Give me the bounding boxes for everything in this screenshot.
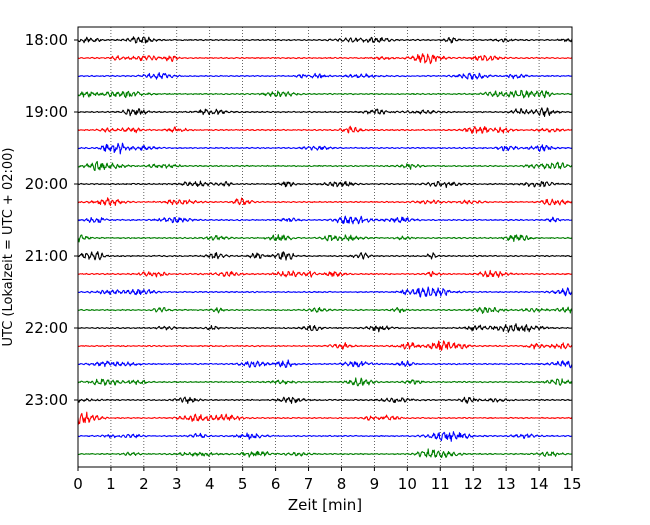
y-tick-layer: 18:00 19:00 20:00 21:00 22:00 23:00 <box>25 31 78 409</box>
x-tick-label: 3 <box>172 475 182 493</box>
x-tick-label: 5 <box>238 475 248 493</box>
trace-2200 <box>77 323 573 333</box>
trace-2215 <box>77 340 573 351</box>
y-tick-label: 22:00 <box>25 319 68 337</box>
trace-2145 <box>77 306 573 314</box>
trace-2300 <box>77 396 573 404</box>
x-tick-label: 10 <box>398 475 417 493</box>
x-tick-label: 6 <box>271 475 281 493</box>
plot-frame <box>77 26 573 468</box>
trace-1930 <box>77 142 573 155</box>
x-tick-label: 2 <box>139 475 149 493</box>
y-tick-label: 19:00 <box>25 103 68 121</box>
trace-2330 <box>77 431 573 442</box>
trace-1800 <box>77 36 573 44</box>
x-tick-label: 8 <box>337 475 347 493</box>
y-tick-label: 20:00 <box>25 175 68 193</box>
x-tick-label: 1 <box>106 475 116 493</box>
trace-layer <box>77 36 573 458</box>
trace-2230 <box>77 359 573 369</box>
trace-2100 <box>77 251 573 261</box>
x-tick-label: 14 <box>530 475 549 493</box>
trace-1815 <box>77 53 573 65</box>
grid-layer <box>110 27 540 467</box>
trace-2345 <box>77 448 573 458</box>
trace-1900 <box>77 107 573 118</box>
trace-1830 <box>77 72 573 80</box>
x-tick-label: 15 <box>562 475 581 493</box>
y-tick-label: 23:00 <box>25 391 68 409</box>
x-tick-label: 11 <box>431 475 450 493</box>
x-tick-label: 4 <box>205 475 215 493</box>
x-tick-label: 9 <box>370 475 380 493</box>
trace-2000 <box>77 180 573 189</box>
trace-1915 <box>77 125 573 134</box>
x-axis-title: Zeit [min] <box>288 496 362 514</box>
trace-2315 <box>77 411 573 425</box>
trace-2030 <box>77 215 573 225</box>
y-axis-title: UTC (Lokalzeit = UTC + 02:00) <box>1 148 16 347</box>
x-tick-layer: 0 1 2 3 4 5 6 7 8 9 10 11 12 13 14 15 <box>73 467 582 493</box>
trace-1845 <box>77 89 573 99</box>
trace-2045 <box>77 234 573 243</box>
trace-2115 <box>77 269 573 278</box>
trace-2130 <box>77 286 573 298</box>
trace-1945 <box>77 160 573 171</box>
y-tick-label: 18:00 <box>25 31 68 49</box>
trace-2015 <box>77 197 573 207</box>
y-tick-label: 21:00 <box>25 247 68 265</box>
x-tick-label: 7 <box>304 475 314 493</box>
trace-2245 <box>77 377 573 387</box>
x-tick-label: 13 <box>497 475 516 493</box>
x-tick-label: 12 <box>464 475 483 493</box>
x-tick-label: 0 <box>73 475 83 493</box>
